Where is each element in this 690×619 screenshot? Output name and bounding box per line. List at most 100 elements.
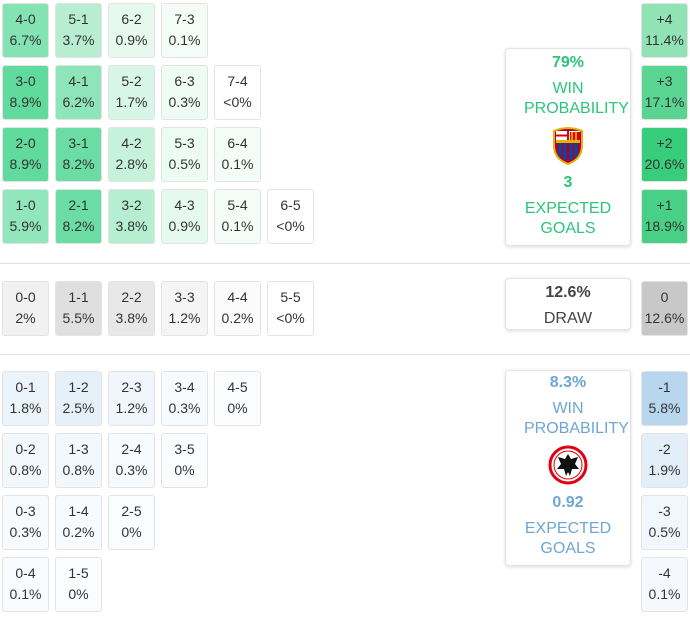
score-cell: 1-4 0.2% — [55, 495, 102, 550]
score-cell: 7-4 <0% — [214, 65, 261, 120]
win-label: WIN PROBABILITY — [524, 80, 629, 117]
score: 6-3 — [174, 73, 195, 89]
score-cell: 4-1 6.2% — [55, 65, 102, 120]
score: 5-3 — [174, 135, 195, 151]
score-cell: 1-5 0% — [55, 557, 102, 612]
score: 4-0 — [15, 11, 36, 27]
probability: 0% — [121, 524, 142, 540]
probability: 0.3% — [168, 94, 201, 110]
score-cell: 2-5 0% — [108, 495, 155, 550]
probability: <0% — [276, 218, 305, 234]
score-cell: 3-1 8.2% — [55, 127, 102, 182]
probability: 2% — [15, 310, 36, 326]
score-cell: 3-5 0% — [161, 433, 208, 488]
score: -1 — [658, 379, 671, 395]
probability: 20.6% — [644, 156, 685, 172]
probability: 0.3% — [9, 524, 42, 540]
score: 0 — [660, 289, 669, 305]
score: +3 — [656, 73, 673, 89]
score-cell: 2-1 8.2% — [55, 189, 102, 244]
probability: 1.2% — [168, 310, 201, 326]
draw-label: DRAW — [543, 310, 593, 327]
score: 7-3 — [174, 11, 195, 27]
score: 1-5 — [68, 565, 89, 581]
score-cell: 3-2 3.8% — [108, 189, 155, 244]
score: 4-3 — [174, 197, 195, 213]
probability: 8.2% — [62, 218, 95, 234]
probability: 0% — [174, 462, 195, 478]
score-cell: 3-0 8.9% — [2, 65, 49, 120]
probability: <0% — [223, 94, 252, 110]
score-cell: -1 5.8% — [641, 371, 688, 426]
score-cell: 1-2 2.5% — [55, 371, 102, 426]
score-cell: 5-3 0.5% — [161, 127, 208, 182]
win-pct: 79% — [551, 54, 585, 71]
score-cell: 2-0 8.9% — [2, 127, 49, 182]
away-card: 8.3% WIN PROBABILITY 0.92 EXPECTED GOALS — [505, 370, 631, 566]
score: 5-2 — [121, 73, 142, 89]
probability: 0.1% — [9, 586, 42, 602]
probability: 0% — [227, 400, 248, 416]
draw-pct: 12.6% — [545, 284, 591, 301]
draw-card: 12.6% DRAW — [505, 278, 631, 330]
score: 2-3 — [121, 379, 142, 395]
probability: 8.9% — [9, 156, 42, 172]
score-cell: 3-4 0.3% — [161, 371, 208, 426]
probability: 6.2% — [62, 94, 95, 110]
score-cell: +2 20.6% — [641, 127, 688, 182]
probability: 0.1% — [648, 586, 681, 602]
probability: 0.1% — [221, 218, 254, 234]
score-cell: +3 17.1% — [641, 65, 688, 120]
score-cell: 6-3 0.3% — [161, 65, 208, 120]
score: 0-3 — [15, 503, 36, 519]
win-pct: 8.3% — [549, 374, 587, 391]
probability: <0% — [276, 310, 305, 326]
score: 3-3 — [174, 289, 195, 305]
score-cell: 5-2 1.7% — [108, 65, 155, 120]
probability: 11.4% — [645, 32, 684, 48]
score-cell: 4-3 0.9% — [161, 189, 208, 244]
score: 6-2 — [121, 11, 142, 27]
score: 2-4 — [121, 441, 142, 457]
score: 2-5 — [121, 503, 142, 519]
probability: 0.2% — [221, 310, 254, 326]
xg: 3 — [563, 174, 573, 191]
probability: 0.1% — [221, 156, 254, 172]
score-cell: -3 0.5% — [641, 495, 688, 550]
score: 5-4 — [227, 197, 248, 213]
probability: 2.8% — [115, 156, 148, 172]
score: 3-4 — [174, 379, 195, 395]
score-cell: 2-4 0.3% — [108, 433, 155, 488]
score: 1-3 — [68, 441, 89, 457]
score: 2-1 — [68, 197, 89, 213]
score-cell: 0 12.6% — [641, 281, 688, 336]
score: 0-2 — [15, 441, 36, 457]
score-cell: 6-5 <0% — [267, 189, 314, 244]
probability: 1.9% — [648, 462, 681, 478]
home-card: 79% WIN PROBABILITY 3 EXPECTED GOALS — [505, 48, 631, 246]
score: 2-0 — [15, 135, 36, 151]
score-cell: 5-4 0.1% — [214, 189, 261, 244]
probability: 0.8% — [62, 462, 95, 478]
separator — [0, 263, 690, 264]
score: 2-2 — [121, 289, 142, 305]
score: 7-4 — [227, 73, 248, 89]
probability: 0.3% — [115, 462, 148, 478]
score: 6-5 — [280, 197, 301, 213]
score: -2 — [658, 441, 671, 457]
score: +1 — [656, 197, 673, 213]
xg-label: EXPECTED GOALS — [524, 520, 612, 557]
score-cell: 0-3 0.3% — [2, 495, 49, 550]
score: 5-1 — [68, 11, 89, 27]
score-cell: 6-4 0.1% — [214, 127, 261, 182]
score-cell: 7-3 0.1% — [161, 3, 208, 58]
score: +4 — [656, 11, 673, 27]
score-cell: +4 11.4% — [641, 3, 688, 58]
probability: 3.8% — [115, 310, 148, 326]
score: 3-2 — [121, 197, 142, 213]
probability: 2.5% — [62, 400, 95, 416]
probability: 0.9% — [168, 218, 201, 234]
score: -3 — [658, 503, 671, 519]
probability: 3.7% — [62, 32, 95, 48]
